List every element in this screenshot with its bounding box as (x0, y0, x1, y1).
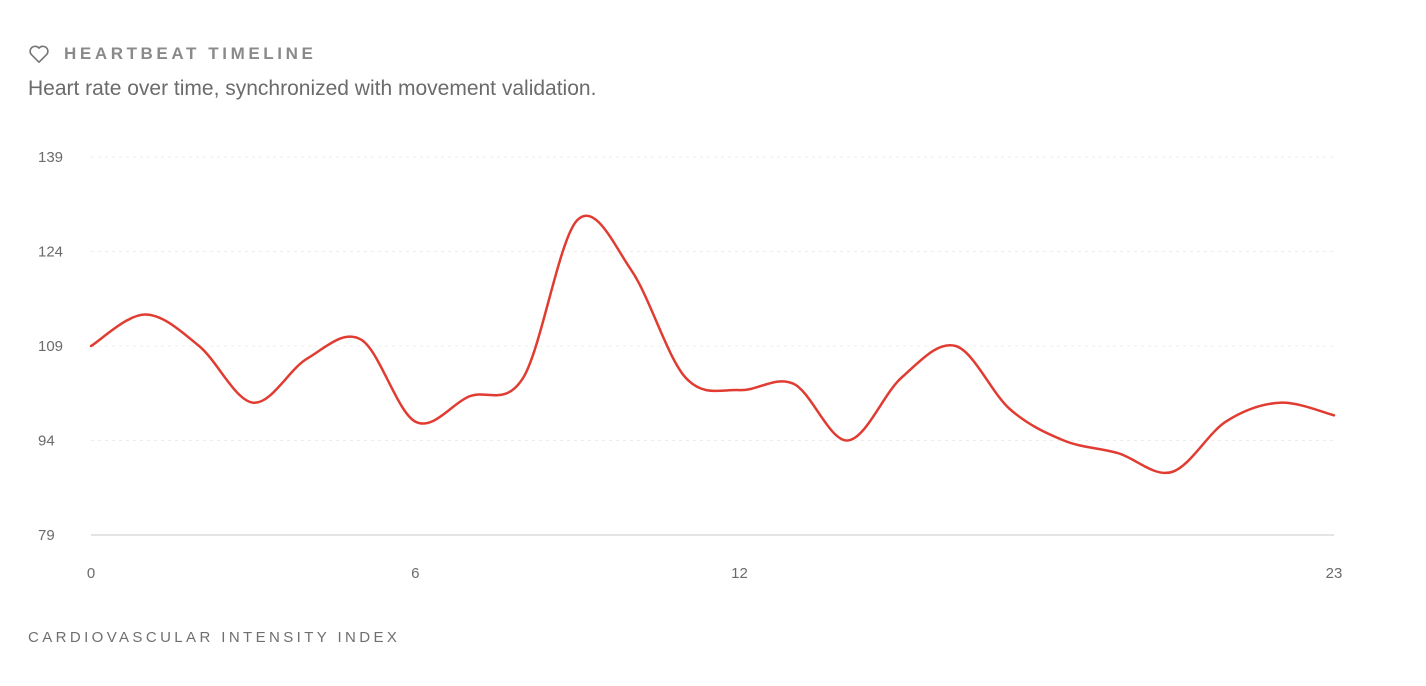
x-tick-label: 0 (87, 565, 95, 582)
heart-rate-line (89, 214, 1336, 475)
y-tick-label: 109 (38, 338, 63, 355)
y-tick-label: 124 (38, 243, 63, 260)
header: HEARTBEAT TIMELINE (28, 44, 316, 64)
x-tick-label: 6 (411, 565, 419, 582)
x-tick-label: 23 (1326, 565, 1343, 582)
chart: 79 94 109 124 139 0 6 12 23 (38, 149, 1343, 582)
x-tick-label: 12 (731, 565, 748, 582)
y-tick-label: 79 (38, 527, 55, 544)
axis-caption: CARDIOVASCULAR INTENSITY INDEX (28, 629, 401, 646)
y-tick-label: 94 (38, 432, 55, 449)
chart-subtitle: Heart rate over time, synchronized with … (28, 77, 597, 100)
y-tick-label: 139 (38, 149, 63, 166)
heart-icon (29, 45, 49, 63)
chart-title: HEARTBEAT TIMELINE (64, 44, 317, 63)
